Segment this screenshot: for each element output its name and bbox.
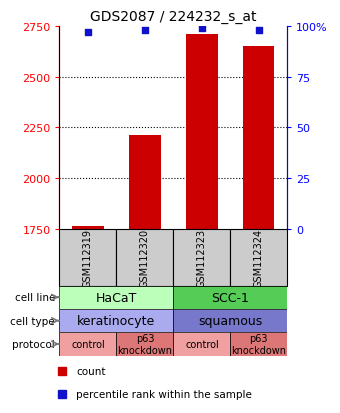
Point [199,26,205,32]
Bar [173,332,231,356]
Point [142,28,148,34]
Text: cell type: cell type [10,316,55,326]
Text: control: control [185,339,219,349]
Point [256,28,261,34]
Text: p63
knockdown: p63 knockdown [231,333,286,355]
Bar [231,332,287,356]
Bar [116,332,173,356]
Bar [59,286,173,309]
Text: percentile rank within the sample: percentile rank within the sample [76,389,252,399]
Text: squamous: squamous [198,314,262,328]
Text: GSM112324: GSM112324 [254,228,264,287]
Bar [129,136,160,229]
Bar [59,309,173,332]
Text: cell line: cell line [15,292,55,303]
Text: SCC-1: SCC-1 [211,291,249,304]
Text: control: control [71,339,105,349]
Bar [186,35,218,229]
Bar [173,229,231,286]
Text: GSM112319: GSM112319 [83,228,93,287]
Text: GSM112323: GSM112323 [197,228,207,287]
Bar [59,229,116,286]
Bar [231,229,287,286]
Text: keratinocyte: keratinocyte [77,314,156,328]
Title: GDS2087 / 224232_s_at: GDS2087 / 224232_s_at [90,10,257,24]
Bar [243,47,274,229]
Bar [72,227,104,229]
Point [85,30,91,36]
Text: p63
knockdown: p63 knockdown [117,333,172,355]
Text: GSM112320: GSM112320 [140,228,150,287]
Bar [173,309,287,332]
Bar [116,229,173,286]
Bar [59,332,116,356]
Text: HaCaT: HaCaT [96,291,137,304]
Text: count: count [76,366,106,376]
Bar [173,286,287,309]
Text: protocol: protocol [12,339,55,349]
